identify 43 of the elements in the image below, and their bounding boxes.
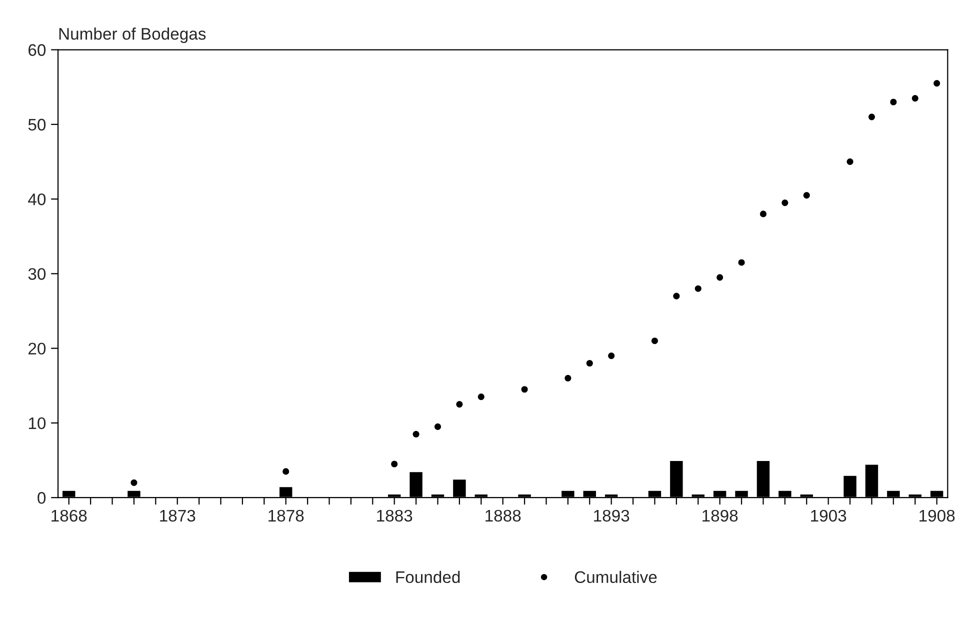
- y-tick-label: 20: [28, 342, 46, 355]
- point: [890, 98, 897, 106]
- legend-label: Cumulative: [574, 570, 657, 584]
- x-tick-label: 1868: [52, 510, 87, 522]
- point: [716, 274, 724, 281]
- point: [760, 210, 767, 218]
- point: [694, 285, 702, 292]
- x-tick-label: 1903: [811, 510, 846, 522]
- legend-label: Founded: [396, 570, 460, 584]
- x-tick-label: 1883: [377, 510, 412, 522]
- point: [912, 94, 918, 102]
- point: [934, 80, 940, 87]
- y-tick-label: 40: [28, 193, 46, 206]
- y-tick-label: 30: [28, 268, 46, 280]
- y-tick-label: 0: [38, 492, 46, 504]
- x-tick-label: 1888: [486, 510, 521, 522]
- x-tick-label: 1878: [268, 510, 304, 522]
- point: [803, 192, 810, 199]
- point: [282, 468, 290, 475]
- point: [564, 374, 572, 382]
- x-tick-label: 1873: [160, 510, 196, 522]
- x-tick-label: 1898: [702, 510, 738, 522]
- x-tick-label: 1893: [594, 510, 630, 522]
- y-tick-label: 60: [28, 44, 46, 56]
- point: [651, 338, 658, 344]
- point: [456, 401, 463, 408]
- point: [782, 199, 788, 206]
- y-axis-title: Number of Bodegas: [59, 28, 206, 44]
- point: [586, 360, 593, 367]
- point: [846, 158, 854, 166]
- point: [130, 479, 138, 486]
- y-tick-label: 50: [28, 118, 46, 131]
- point: [868, 114, 876, 120]
- point: [412, 430, 420, 438]
- point: [478, 394, 484, 400]
- point: [521, 386, 528, 393]
- point: [673, 292, 680, 300]
- point: [738, 259, 745, 266]
- y-tick-label: 10: [28, 417, 46, 430]
- point: [434, 423, 442, 430]
- point: [608, 352, 615, 360]
- point: [391, 460, 398, 468]
- x-tick-label: 1908: [920, 510, 955, 522]
